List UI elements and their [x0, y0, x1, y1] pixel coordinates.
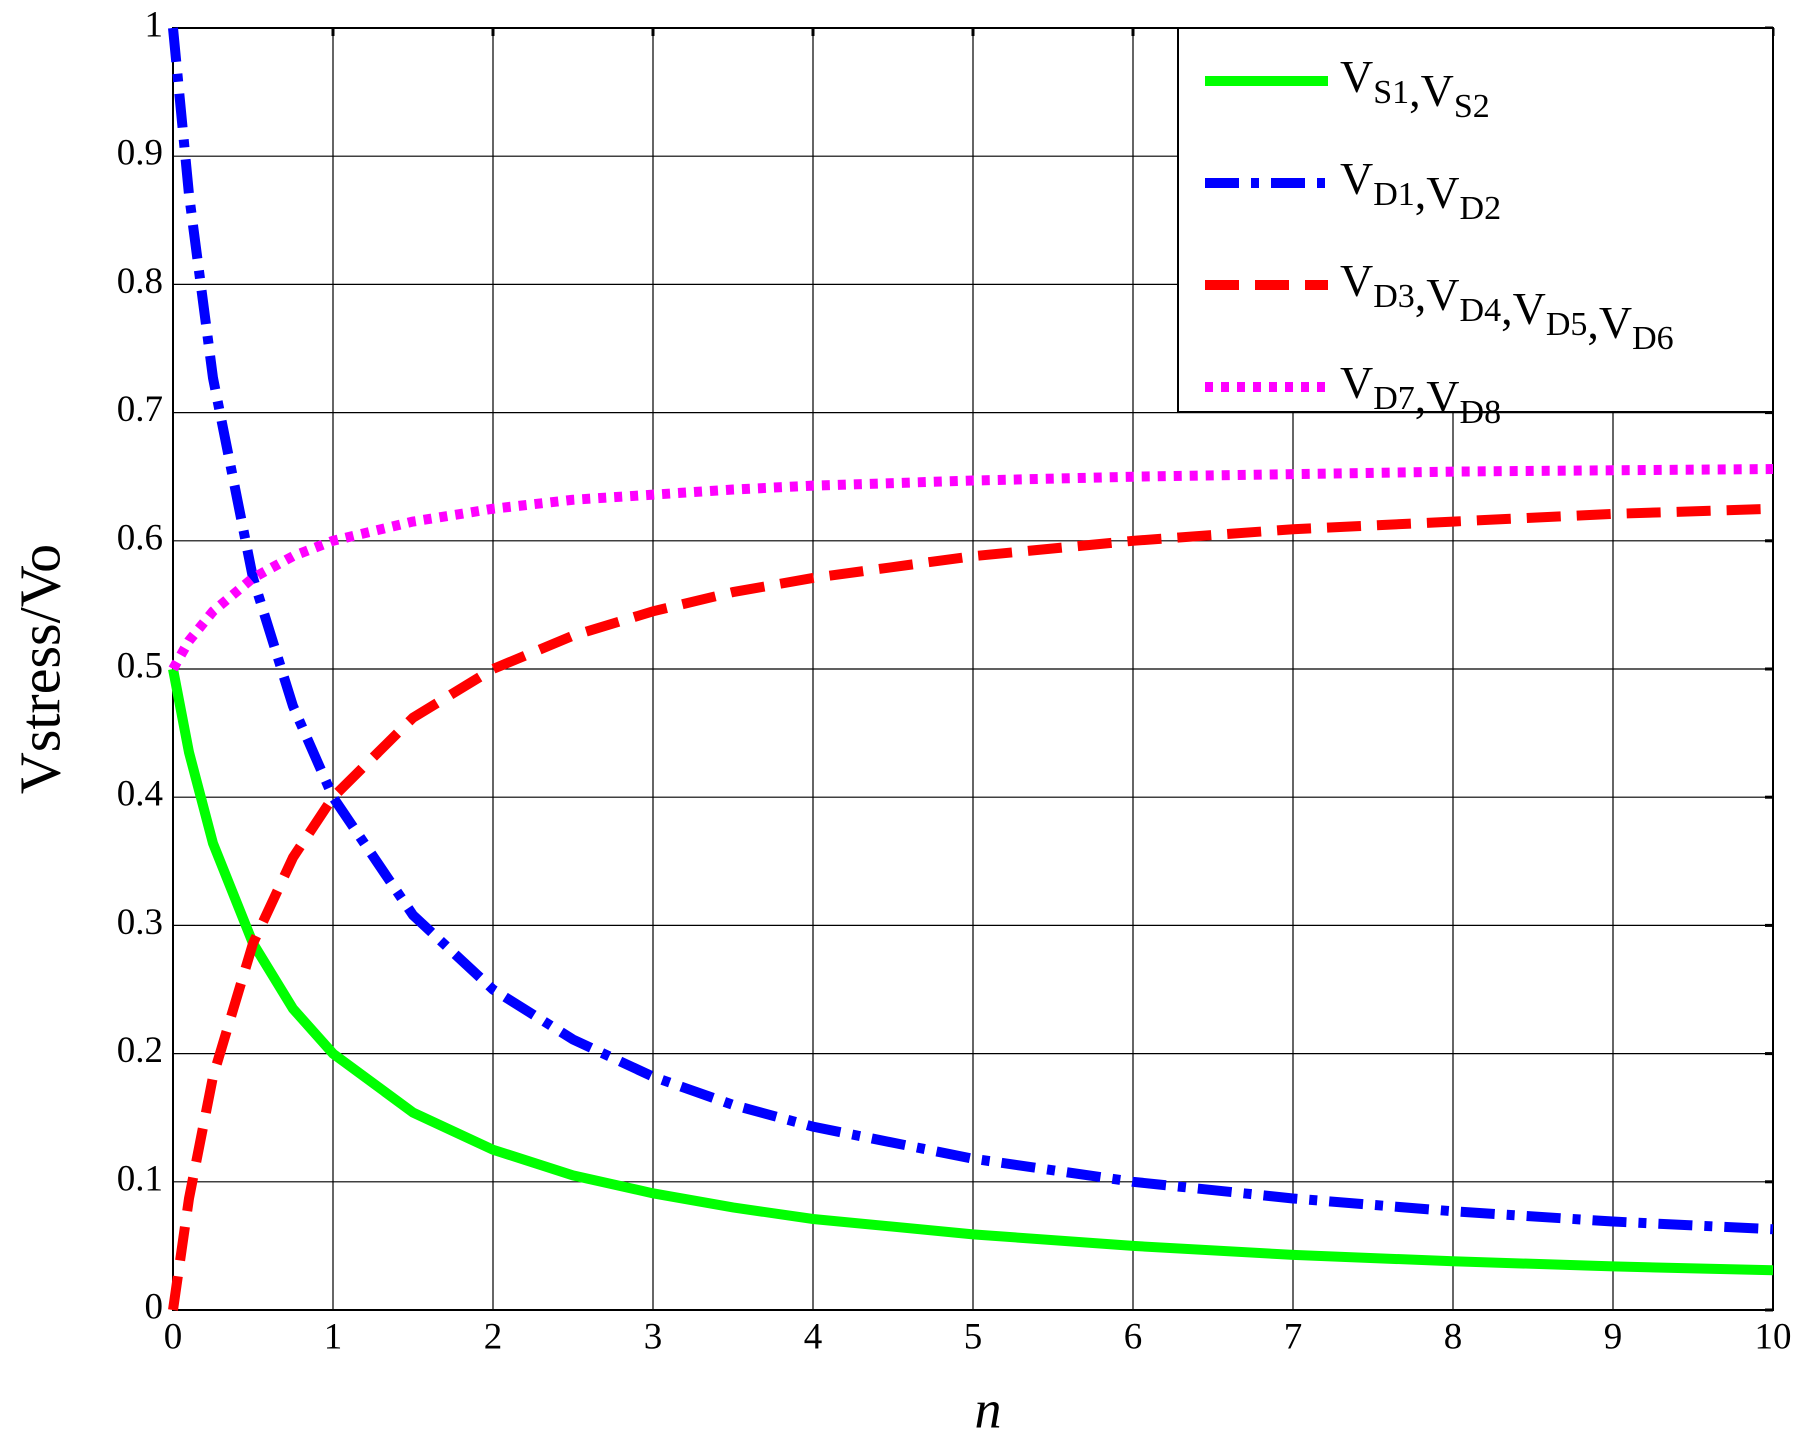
x-tick-label: 7 [1284, 1316, 1303, 1357]
y-tick-label: 0.1 [117, 1158, 163, 1199]
series-line [168, 464, 1774, 672]
x-tick-label: 0 [164, 1316, 183, 1357]
series-line [168, 503, 1774, 1311]
y-tick-label: 0 [145, 1286, 164, 1327]
y-tick-label: 0.9 [117, 133, 163, 174]
y-tick-label: 0.7 [117, 389, 163, 430]
legend-label: VD3,VD4,VD5,VD6 [1340, 255, 1674, 357]
y-tick-label: 0.4 [117, 774, 163, 815]
x-tick-label: 5 [964, 1316, 983, 1357]
legend-box [1177, 27, 1774, 413]
y-tick-label: 0.8 [117, 261, 163, 302]
legend-label: VD1,VD2 [1340, 153, 1501, 227]
x-tick-label: 3 [644, 1316, 663, 1357]
x-tick-label: 9 [1604, 1316, 1623, 1357]
series-line [168, 668, 1774, 1276]
y-axis-label: Vstress/Vo [7, 544, 72, 794]
legend-label: VS1,VS2 [1340, 51, 1490, 125]
y-tick-label: 0.3 [117, 902, 163, 943]
x-tick-label: 8 [1444, 1316, 1463, 1357]
y-tick-label: 1 [145, 4, 164, 45]
y-tick-label: 0.6 [117, 517, 163, 558]
x-axis-label: n [975, 1379, 1002, 1439]
y-tick-label: 0.2 [117, 1030, 163, 1071]
x-tick-label: 6 [1124, 1316, 1143, 1357]
x-tick-label: 4 [804, 1316, 823, 1357]
x-tick-label: 2 [484, 1316, 503, 1357]
x-tick-label: 1 [324, 1316, 343, 1357]
x-tick-label: 10 [1755, 1316, 1792, 1357]
y-tick-label: 0.5 [117, 645, 163, 686]
legend-label: VD7,VD8 [1340, 357, 1501, 431]
